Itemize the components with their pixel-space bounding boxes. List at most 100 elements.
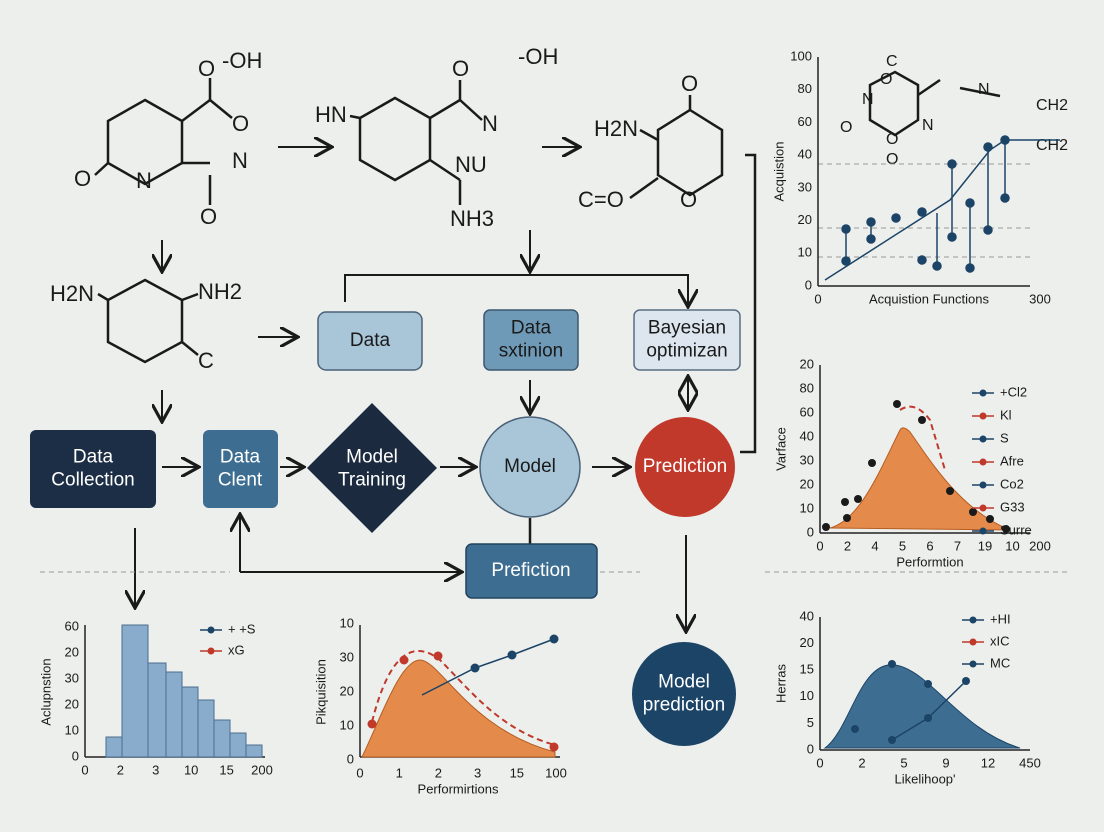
y-tick-label: 60: [800, 404, 814, 419]
atom: O: [74, 166, 91, 191]
x-tick-label: 300: [1029, 291, 1051, 306]
y-tick-label: 10: [800, 688, 814, 703]
atom: O: [232, 111, 249, 136]
atom: O: [681, 71, 698, 96]
atom: O: [840, 119, 852, 136]
atom: CH2: [1036, 97, 1068, 114]
x-tick-label: 19: [978, 538, 992, 553]
legend-swatch: [979, 527, 987, 535]
node-label: Prediction: [643, 456, 728, 477]
atom: O: [680, 187, 697, 212]
legend-label: Surre: [1000, 522, 1032, 537]
chart-shapes: [84, 57, 1060, 758]
legend-label: S: [1000, 430, 1009, 445]
x-tick-label: 450: [1019, 755, 1041, 770]
node-labels: DataDatasxtinionBayesianoptimizanDataCol…: [51, 318, 727, 716]
y-tick-label: 60: [798, 114, 812, 129]
legend-label: xG: [228, 642, 245, 657]
legend-swatch: [979, 435, 987, 443]
y-tick-label: 20: [800, 635, 814, 650]
atom: N: [978, 81, 990, 98]
y-axis-label: Acquistion: [771, 142, 786, 202]
y-tick-label: 10: [340, 615, 354, 630]
legend-label: Afre: [1000, 453, 1024, 468]
x-tick-label: 15: [510, 765, 524, 780]
legend-swatch: [207, 626, 215, 634]
x-tick-label: 3: [152, 762, 159, 777]
legend-label: MC: [990, 655, 1010, 670]
legend-swatch: [979, 458, 987, 466]
y-tick-label: 20: [65, 696, 79, 711]
node-label: sxtinion: [499, 341, 563, 362]
x-tick-label: 2: [844, 538, 851, 553]
node-label: Data: [220, 447, 261, 468]
atom: N: [862, 91, 874, 108]
legend-swatch: [969, 638, 977, 646]
legend-swatch: [979, 389, 987, 397]
legend-label: +HI: [990, 611, 1011, 626]
node-label: Prefiction: [491, 560, 570, 581]
y-tick-label: 15: [800, 662, 814, 677]
x-tick-label: 10: [184, 762, 198, 777]
atom: NU: [455, 152, 487, 177]
y-tick-label: 30: [65, 670, 79, 685]
x-tick-label: 2: [858, 755, 865, 770]
arrows: [40, 147, 1070, 630]
node-label: Clent: [218, 470, 263, 491]
atom: O: [200, 204, 217, 229]
x-tick-label: 200: [1029, 538, 1051, 553]
y-tick-label: 10: [798, 245, 812, 260]
x-tick-label: 5: [900, 755, 907, 770]
y-tick-label: 20: [340, 683, 354, 698]
x-tick-label: 1: [396, 765, 403, 780]
atom: -OH: [222, 48, 262, 73]
y-tick-label: 40: [798, 147, 812, 162]
legend-label: G33: [1000, 499, 1025, 514]
y-tick-label: 5: [807, 715, 814, 730]
x-tick-label: 2: [117, 762, 124, 777]
node-label: Data: [511, 318, 552, 339]
atom: N: [136, 168, 152, 193]
legend-swatch: [979, 504, 987, 512]
node-label: Model: [504, 456, 556, 477]
atom: -OH: [518, 44, 558, 69]
x-tick-label: 3: [474, 765, 481, 780]
atom: N: [482, 111, 498, 136]
y-tick-label: 80: [800, 380, 814, 395]
legend-swatch: [979, 412, 987, 420]
atom: HN: [315, 102, 347, 127]
atom: N: [922, 117, 934, 134]
y-tick-label: 40: [800, 608, 814, 623]
y-tick-label: 20: [65, 644, 79, 659]
x-tick-label: 0: [356, 765, 363, 780]
x-tick-label: 0: [816, 755, 823, 770]
y-tick-label: 0: [347, 751, 354, 766]
atom: NH2: [198, 279, 242, 304]
x-tick-label: 5: [899, 538, 906, 553]
legend-swatch: [969, 660, 977, 668]
x-tick-label: 200: [251, 762, 273, 777]
legend-label: +Cl2: [1000, 384, 1027, 399]
node-label: Model: [346, 447, 398, 468]
y-tick-label: 20: [800, 476, 814, 491]
y-tick-label: 30: [340, 649, 354, 664]
x-axis-label: Performirtions: [418, 781, 499, 796]
y-tick-label: 0: [807, 741, 814, 756]
y-tick-label: 40: [800, 428, 814, 443]
y-tick-label: 100: [790, 48, 812, 63]
y-tick-label: 0: [807, 524, 814, 539]
legend-swatch: [207, 647, 215, 655]
legend-swatch: [969, 616, 977, 624]
x-tick-label: 0: [81, 762, 88, 777]
legend-label: xIC: [990, 633, 1010, 648]
x-tick-label: 6: [926, 538, 933, 553]
atom: O: [886, 151, 898, 168]
legend-label: Co2: [1000, 476, 1024, 491]
atom: O: [452, 56, 469, 81]
node-label: Training: [338, 470, 406, 491]
node-label: Model: [658, 672, 710, 693]
y-axis-label: Herras: [773, 664, 788, 704]
y-axis-label: Varface: [773, 427, 788, 471]
